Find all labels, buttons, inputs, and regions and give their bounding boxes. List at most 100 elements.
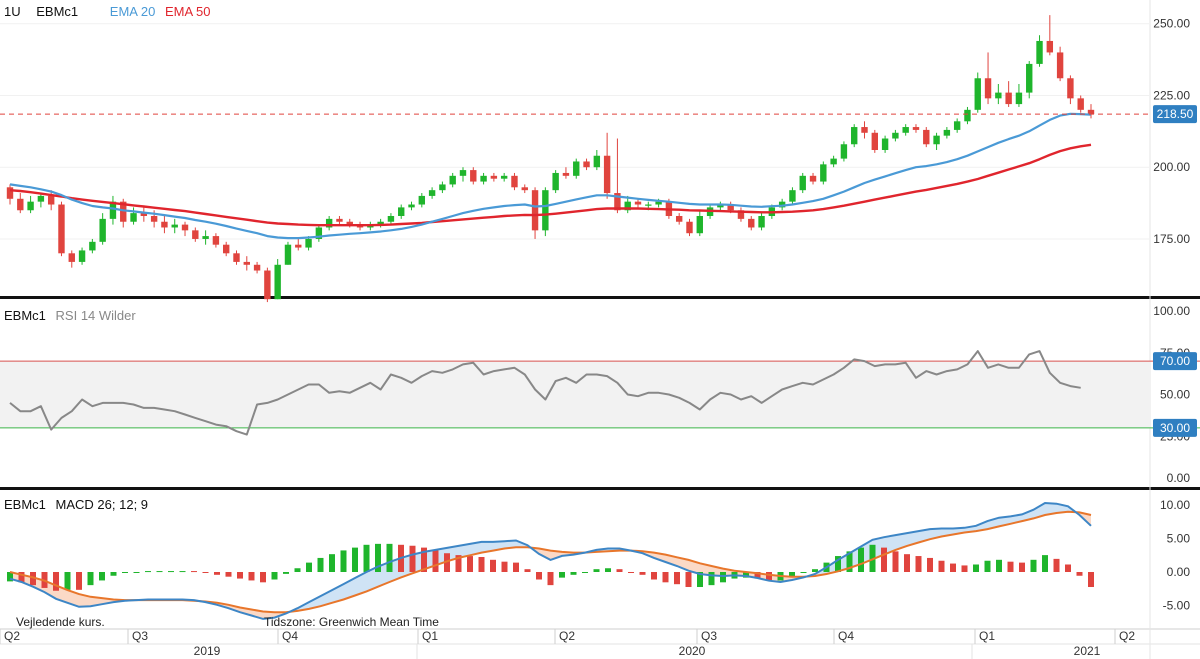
macd-histogram-bar	[961, 565, 968, 572]
candle-up	[284, 244, 292, 265]
candle-down	[861, 127, 868, 133]
macd-histogram-bar	[110, 572, 117, 576]
candle-up	[99, 218, 106, 242]
candle-down	[470, 170, 477, 182]
x-quarter-label: Q3	[132, 629, 148, 643]
candle-down	[562, 172, 570, 176]
macd-histogram-bar	[800, 572, 807, 573]
candle-up	[696, 216, 703, 234]
macd-histogram-bar	[99, 572, 105, 581]
macd-histogram-bar	[317, 557, 324, 572]
candle-down	[490, 175, 498, 179]
macd-histogram-bar	[248, 572, 255, 581]
candle-down	[511, 175, 518, 188]
rsi-legend[interactable]: RSI 14 Wilder	[55, 308, 136, 323]
x-quarter-label: Q4	[838, 629, 854, 643]
candle-up	[480, 175, 487, 182]
macd-histogram-bar	[76, 572, 82, 590]
candle-up	[655, 201, 662, 205]
rsi-level-label: 70.00	[1160, 354, 1190, 368]
macd-fill	[550, 550, 562, 560]
macd-fill	[470, 541, 482, 556]
candle-down	[346, 221, 353, 225]
macd-histogram-bar	[202, 572, 209, 573]
macd-histogram-bar	[996, 559, 1002, 572]
macd-histogram-bar	[225, 572, 232, 577]
rsi-y-tick-label: 100.00	[1153, 304, 1190, 318]
macd-histogram-bar	[1042, 555, 1048, 572]
macd-legend[interactable]: MACD 26; 12; 9	[55, 497, 149, 512]
macd-histogram-bar	[363, 544, 370, 572]
x-quarter-label: Q2	[1119, 629, 1135, 643]
candle-down	[737, 210, 745, 219]
candle-down	[727, 204, 734, 211]
macd-histogram-bar	[789, 572, 795, 577]
candle-up	[387, 216, 395, 222]
candle-down	[150, 216, 158, 222]
x-quarter-label: Q4	[282, 629, 298, 643]
macd-histogram-bar	[271, 572, 278, 580]
candle-down	[675, 216, 683, 222]
interval-label[interactable]: 1U	[4, 4, 21, 19]
candle-down	[295, 244, 302, 248]
macd-histogram-bar	[179, 571, 186, 573]
candle-up	[820, 164, 827, 182]
candle-down	[912, 127, 920, 130]
symbol-label[interactable]: EBMc1	[36, 4, 79, 19]
candle-down	[253, 264, 261, 271]
macd-histogram-bar	[904, 554, 910, 572]
candle-down	[686, 221, 693, 234]
candle-up	[377, 221, 384, 225]
candle-down	[58, 204, 65, 254]
macd-fill	[907, 531, 919, 546]
macd-histogram-bar	[846, 551, 853, 572]
candle-up	[799, 175, 806, 191]
macd-fill	[481, 541, 493, 553]
pane-separator	[0, 296, 1200, 299]
macd-histogram-bar	[674, 572, 680, 585]
macd-fill	[366, 566, 378, 592]
macd-symbol-label[interactable]: EBMc1	[4, 497, 46, 512]
candle-up	[89, 241, 96, 251]
macd-histogram-bar	[1007, 561, 1014, 572]
rsi-header: EBMc1 RSI 14 Wilder	[4, 308, 136, 323]
macd-histogram-bar	[582, 572, 588, 573]
candle-up	[933, 135, 940, 145]
candle-down	[120, 201, 127, 222]
macd-histogram-bar	[973, 564, 979, 572]
macd-histogram-bar	[708, 572, 715, 586]
candle-down	[531, 190, 539, 231]
candle-up	[398, 207, 405, 216]
macd-histogram-bar	[329, 554, 335, 572]
rsi-line	[9, 350, 1081, 436]
ema50-line	[9, 143, 1092, 227]
y-tick-label: 250.00	[1153, 17, 1190, 31]
macd-histogram-bar	[87, 572, 94, 586]
candle-down	[192, 230, 199, 239]
macd-histogram-bar	[191, 571, 197, 573]
macd-histogram-bar	[1076, 572, 1083, 576]
macd-histogram-bar	[409, 545, 416, 572]
macd-histogram-bar	[156, 571, 163, 573]
macd-histogram-bar	[559, 572, 565, 578]
candle-down	[181, 224, 189, 231]
x-year-label: 2020	[679, 644, 706, 658]
macd-histogram-bar	[237, 572, 243, 579]
macd-histogram-bar	[754, 572, 761, 579]
macd-histogram-bar	[1088, 572, 1094, 588]
macd-histogram-bar	[352, 547, 358, 572]
ema20-legend[interactable]: EMA 20	[109, 4, 156, 19]
macd-histogram-bar	[283, 572, 289, 574]
candle-up	[902, 127, 909, 133]
rsi-y-tick-label: 50.00	[1160, 388, 1190, 402]
candle-up	[449, 175, 456, 185]
macd-histogram-bar	[168, 571, 174, 573]
rsi-symbol-label[interactable]: EBMc1	[4, 308, 46, 323]
candle-up	[500, 175, 508, 179]
candle-up	[27, 201, 34, 211]
macd-y-tick-label: 0.00	[1167, 565, 1191, 579]
candle-up	[573, 161, 580, 176]
ema50-legend[interactable]: EMA 50	[164, 4, 211, 19]
macd-histogram-bar	[260, 572, 266, 583]
